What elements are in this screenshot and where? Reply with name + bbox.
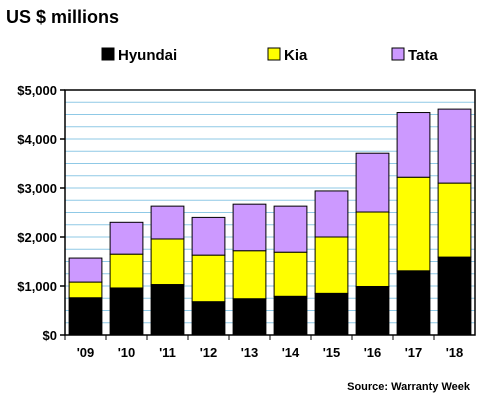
- bar-hyundai: [355, 285, 390, 336]
- x-tick-label: '17: [405, 345, 423, 360]
- bars: [68, 108, 472, 336]
- bar-kia: [68, 281, 103, 299]
- legend-label-kia: Kia: [284, 47, 308, 64]
- bar-hyundai: [150, 284, 185, 336]
- legend-label-tata: Tata: [408, 47, 438, 64]
- bar-kia: [437, 182, 472, 258]
- bar-kia: [355, 211, 390, 287]
- x-tick-label: '16: [364, 345, 382, 360]
- x-tick-label: '14: [282, 345, 300, 360]
- y-tick-label: $2,000: [17, 230, 57, 245]
- bar-tata: [109, 221, 144, 255]
- bar-tata: [232, 203, 267, 252]
- x-tick-label: '13: [241, 345, 259, 360]
- bar-kia: [314, 236, 349, 294]
- y-tick-label: $3,000: [17, 181, 57, 196]
- x-tick-label: '10: [118, 345, 136, 360]
- bar-kia: [396, 176, 431, 272]
- bar-kia: [109, 253, 144, 289]
- legend-label-hyundai: Hyundai: [118, 47, 177, 64]
- x-tick-label: '09: [77, 345, 95, 360]
- bar-hyundai: [68, 297, 103, 336]
- legend: Hyundai Kia Tata: [101, 47, 438, 64]
- bar-hyundai: [232, 298, 267, 336]
- y-tick-label: $0: [43, 328, 57, 343]
- bar-hyundai: [437, 256, 472, 336]
- legend-swatch-tata: [391, 47, 405, 61]
- bar-hyundai: [109, 287, 144, 336]
- bar-tata: [150, 205, 185, 240]
- bar-hyundai: [314, 292, 349, 336]
- plot-area: $0 $1,000 $2,000 $3,000 $4,000 $5,000 '09 '10 '1…: [17, 83, 476, 360]
- x-tick-label: '12: [200, 345, 218, 360]
- y-tick-label: $5,000: [17, 83, 57, 98]
- source-note: Source: Warranty Week: [347, 381, 471, 393]
- bar-tata: [437, 108, 472, 184]
- bar-kia: [232, 250, 267, 300]
- y-tick-label: $4,000: [17, 132, 57, 147]
- bar-tata: [355, 152, 390, 213]
- y-tick-label: $1,000: [17, 279, 57, 294]
- bar-tata: [191, 216, 226, 256]
- bar-hyundai: [396, 270, 431, 336]
- x-tick-label: '18: [446, 345, 464, 360]
- bar-tata: [314, 190, 349, 238]
- bar-tata: [68, 257, 103, 283]
- x-tick-label: '15: [323, 345, 341, 360]
- bar-tata: [273, 205, 308, 253]
- bar-tata: [396, 112, 431, 178]
- bar-kia: [273, 251, 308, 297]
- chart-title: US $ millions: [6, 7, 119, 27]
- bar-hyundai: [273, 295, 308, 336]
- legend-swatch-hyundai: [101, 47, 115, 61]
- bar-kia: [150, 238, 185, 286]
- legend-swatch-kia: [267, 47, 281, 61]
- bar-kia: [191, 254, 226, 303]
- x-tick-label: '11: [159, 345, 176, 360]
- bar-hyundai: [191, 301, 226, 336]
